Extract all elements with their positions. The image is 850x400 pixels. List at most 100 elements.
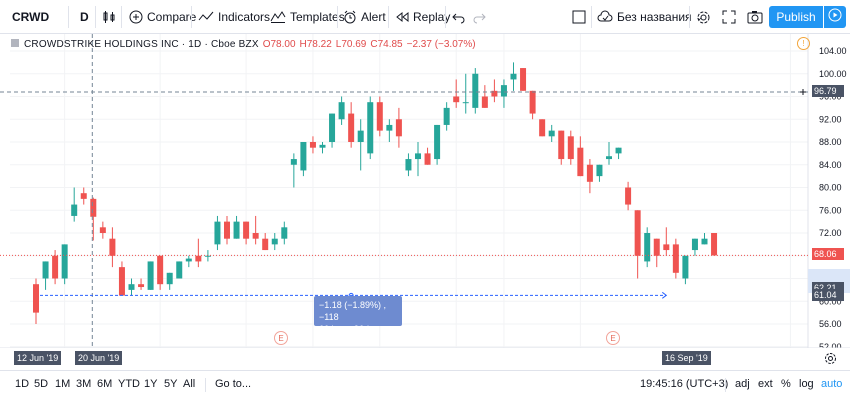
crosshair-plus-icon [800,89,806,96]
candle-body [491,90,498,97]
range-1y[interactable]: 1Y [144,378,158,390]
chevron-down-icon: ⌄ [695,11,704,22]
candle-body [586,164,593,182]
goto-button[interactable]: Go to... [215,378,252,390]
replay-button[interactable]: Replay [395,0,450,34]
adj-toggle[interactable]: adj [735,378,750,390]
candle-body [233,221,240,239]
candle-body [176,261,183,279]
price-chart[interactable]: 104.00100.0096.0092.0088.0084.0080.0076.… [0,34,850,348]
axis-settings-button[interactable] [824,352,837,370]
candle-body [300,142,307,171]
candle-body [539,119,546,137]
layout-name-button[interactable]: Без названия ⌄ [597,0,703,34]
snapshot-button[interactable] [747,0,763,34]
range-all[interactable]: All [183,378,196,390]
range-3m[interactable]: 3M [76,378,92,390]
overlays [0,34,808,348]
interval-button[interactable]: D [80,0,89,34]
candle-body [653,238,660,256]
price-tick-label: 104.00 [819,46,847,56]
compare-button[interactable]: Compare [129,0,196,34]
candle-body [290,159,297,165]
range-1d[interactable]: 1D [15,378,30,390]
range-5y[interactable]: 5Y [164,378,178,390]
measure-tooltip: −1.18 (−1.89%) , −118 66 bars, 96d [314,296,402,334]
candle-body [109,238,116,256]
divider [95,6,96,28]
publish-label: Publish [776,10,816,24]
candles-icon [102,10,116,24]
multi-layout-button[interactable] [572,0,586,34]
templates-icon [270,10,286,24]
candle-body [682,255,689,279]
candle-body [281,227,288,239]
candle-body [271,238,278,245]
flag-icon [10,38,20,51]
range-ytd[interactable]: YTD [118,378,140,390]
undo-icon [452,10,466,24]
candle-body [415,153,421,160]
ohlc-high: H78.22 [299,39,332,50]
candle-body [386,124,393,131]
auto-toggle[interactable]: auto [821,378,843,390]
undo-button[interactable] [452,0,466,34]
cloud-icon [597,10,613,24]
candle-body [166,272,173,285]
range-6m[interactable]: 6M [97,378,113,390]
ohlc-open: O78.00 [262,39,296,50]
candle-body [309,142,316,148]
candle-body [147,261,154,290]
divider [388,6,389,28]
range-1m[interactable]: 1M [55,378,71,390]
candle-body [615,147,622,154]
symbol-legend: CROWDSTRIKE HOLDINGS INC · 1D · Cboe BZX… [10,38,476,51]
fullscreen-icon [722,10,736,24]
chart-style-button[interactable] [102,0,116,34]
camera-icon [747,10,763,24]
price-tick-label: 56.00 [819,319,842,329]
publish-button[interactable]: Publish [769,6,823,28]
replay-label: Replay [413,10,451,24]
candle-body [348,113,355,142]
candle-body [567,136,574,160]
earnings-badge[interactable]: E [274,331,288,345]
candle-body [71,204,78,216]
range-5d[interactable]: 5D [34,378,49,390]
candle-body [195,255,202,262]
layout-name-label: Без названия [617,10,692,24]
candle-body [577,147,584,177]
measure-bars: 66 bars, 96d [319,324,370,334]
candle-body [61,244,68,279]
candle-body [672,244,679,273]
ohlc-close: C74.85 [370,39,403,50]
ideas-stream-button[interactable] [824,6,846,28]
symbol-search[interactable]: CRWD [12,0,49,34]
gear-icon [696,10,711,25]
price-tick-label: 84.00 [819,160,842,170]
warning-icon[interactable]: ! [797,37,810,50]
candle-body [338,102,345,120]
log-toggle[interactable]: log [799,378,814,390]
templates-button[interactable]: Templates [270,0,345,34]
candle-body [367,102,374,154]
gear-icon [824,352,837,369]
ext-toggle[interactable]: ext [758,378,773,390]
candle-body [252,233,259,239]
candle-body [500,85,507,97]
candle-body [548,130,555,137]
percent-toggle[interactable]: % [781,378,791,390]
clock-label[interactable]: 19:45:16 (UTC+3) [640,378,729,390]
candle-body [596,164,603,177]
redo-button[interactable] [472,0,486,34]
fullscreen-button[interactable] [722,0,736,34]
settings-button[interactable] [696,0,711,34]
redo-icon [472,10,486,24]
earnings-badge[interactable]: E [606,331,620,345]
crosshair-date-label: 20 Jun '19 [75,351,123,365]
candle-body [52,255,59,279]
indicators-button[interactable]: Indicators [198,0,270,34]
alert-button[interactable]: Alert [343,0,386,34]
candles [33,62,718,324]
candle-body [434,124,441,160]
